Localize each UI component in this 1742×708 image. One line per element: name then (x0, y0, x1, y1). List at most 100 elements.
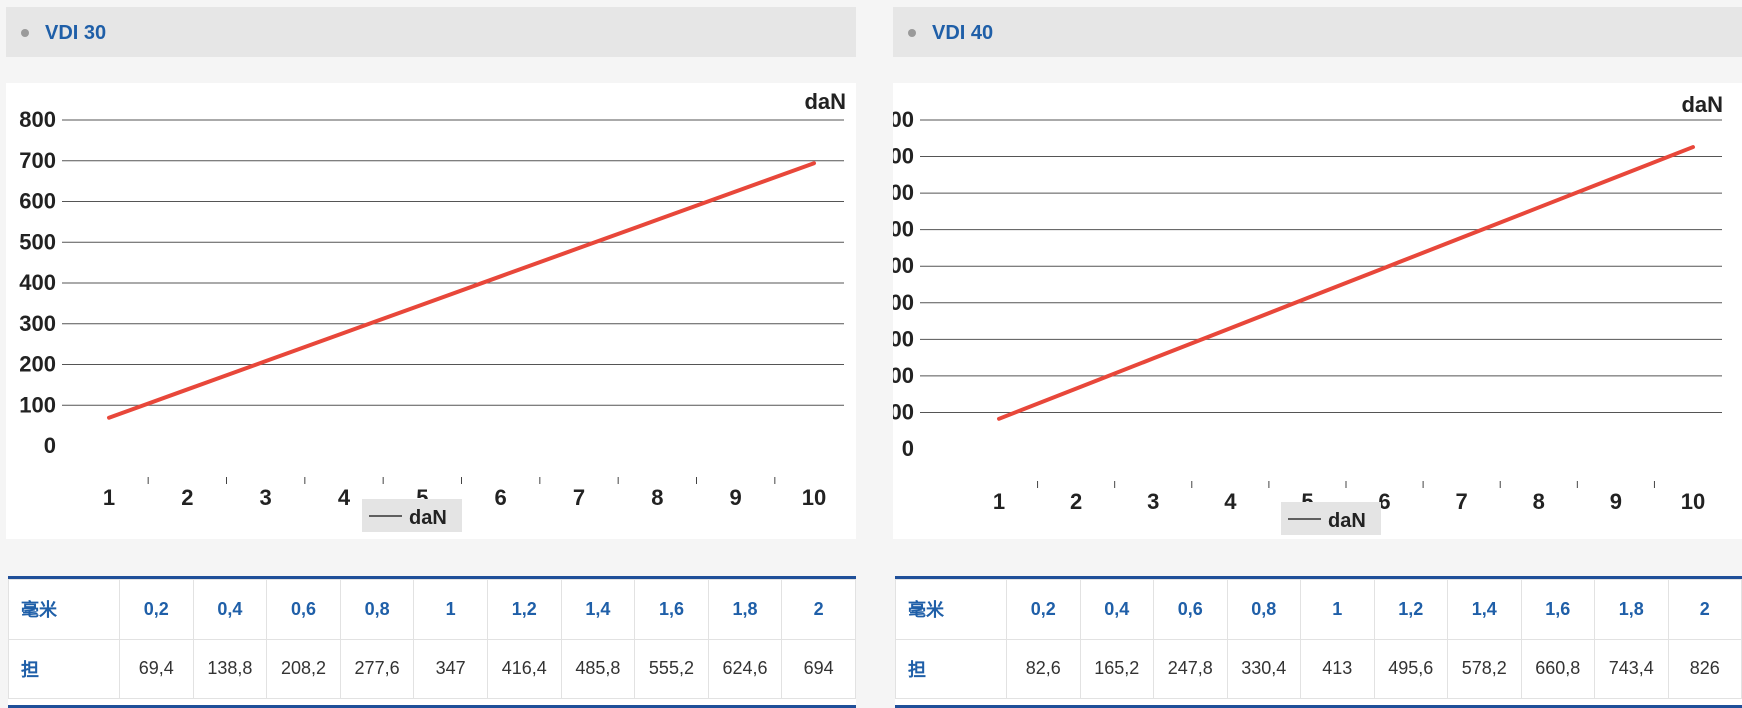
y-tick-label: 500 (893, 253, 914, 278)
table-cell: 485,8 (560, 638, 636, 699)
table-cell: 0,8 (339, 579, 415, 640)
y-tick-label: 800 (19, 107, 56, 132)
x-tick-label: 7 (1456, 489, 1468, 514)
y-tick-label: 200 (19, 352, 56, 377)
table-cell: 208,2 (266, 638, 341, 699)
table-cell: 1,8 (707, 579, 783, 640)
x-tick-label: 10 (802, 485, 826, 510)
y-tick-label: 600 (19, 189, 56, 214)
table-cell: 82,6 (1006, 638, 1081, 699)
table-cell: 694 (781, 638, 856, 699)
table-cell: 660,8 (1520, 638, 1595, 699)
y-tick-label: 700 (893, 180, 914, 205)
table-cell: 277,6 (339, 638, 415, 699)
y-tick-label: 400 (19, 270, 56, 295)
table-cell: 0,6 (266, 579, 341, 640)
row-label: 担 (895, 638, 1007, 699)
y-tick-label: 600 (893, 217, 914, 242)
table-cell: 2 (781, 579, 856, 640)
data-table: 毫米 0,2 0,4 0,6 0,8 1 1,2 1,4 1,6 1,8 2 担… (8, 576, 856, 708)
x-tick-label: 2 (181, 485, 193, 510)
y-unit-label: daN (804, 89, 846, 114)
row-label: 毫米 (8, 579, 120, 640)
x-tick-label: 8 (1533, 489, 1545, 514)
table-cell: 0,8 (1226, 579, 1301, 640)
x-tick-label: 4 (338, 485, 351, 510)
x-tick-label: 9 (1610, 489, 1622, 514)
table-row-mm: 毫米 0,2 0,4 0,6 0,8 1 1,2 1,4 1,6 1,8 2 (895, 579, 1742, 640)
table-cell: 624,6 (707, 638, 783, 699)
panel-header[interactable]: VDI 40 (893, 7, 1742, 57)
table-cell: 0,2 (1006, 579, 1081, 640)
chart-area: 0100200300400500600700800900daN123456789… (893, 83, 1742, 539)
x-tick-label: 1 (103, 485, 115, 510)
y-tick-label: 400 (893, 290, 914, 315)
table-cell: 0,4 (192, 579, 268, 640)
y-tick-label: 200 (893, 363, 914, 388)
table-cell: 247,8 (1153, 638, 1228, 699)
x-tick-label: 6 (495, 485, 507, 510)
table-cell: 1,2 (1373, 579, 1448, 640)
x-tick-label: 10 (1681, 489, 1705, 514)
table-cell: 578,2 (1447, 638, 1522, 699)
y-tick-label: 900 (893, 107, 914, 132)
x-tick-label: 2 (1070, 489, 1082, 514)
table-row-mm: 毫米 0,2 0,4 0,6 0,8 1 1,2 1,4 1,6 1,8 2 (8, 579, 856, 640)
table-row-dan: 担 69,4 138,8 208,2 277,6 347 416,4 485,8… (8, 638, 856, 699)
table-cell: 1,4 (1447, 579, 1522, 640)
y-tick-label: 300 (19, 311, 56, 336)
table-cell: 1 (1300, 579, 1375, 640)
table-cell: 1,4 (560, 579, 636, 640)
series-line (997, 145, 1695, 421)
table-cell: 138,8 (192, 638, 268, 699)
line-chart: 0100200300400500600700800900daN123456789… (893, 92, 1723, 535)
row-label: 毫米 (895, 579, 1007, 640)
table-cell: 1,2 (486, 579, 562, 640)
table-cell: 1,6 (1520, 579, 1595, 640)
table-cell: 555,2 (634, 638, 709, 699)
table-cell: 826 (1667, 638, 1742, 699)
table-cell: 1 (413, 579, 488, 640)
panel-title: VDI 30 (45, 22, 107, 44)
x-tick-label: 4 (1224, 489, 1237, 514)
legend-label: daN (1328, 510, 1366, 532)
table-cell: 495,6 (1373, 638, 1448, 699)
x-tick-label: 7 (573, 485, 585, 510)
y-tick-label: 300 (893, 326, 914, 351)
x-tick-label: 6 (1378, 489, 1390, 514)
y-tick-label: 800 (893, 144, 914, 169)
table-cell: 347 (413, 638, 488, 699)
x-tick-label: 3 (260, 485, 272, 510)
y-tick-label: 100 (19, 392, 56, 417)
chart-area: 0 100 200 300 400 500 600 700 800 daN 1 2 3 4 5 6 7 8 9 10 d… (6, 83, 856, 539)
row-label: 担 (8, 638, 120, 699)
y-tick-label: 700 (19, 148, 56, 173)
x-tick-label: 3 (1147, 489, 1159, 514)
legend-label: daN (409, 507, 447, 529)
table-cell: 743,4 (1594, 638, 1669, 699)
bullet-icon (21, 29, 29, 37)
x-tick-label: 8 (651, 485, 663, 510)
table-cell: 413 (1300, 638, 1375, 699)
panel-title: VDI 40 (932, 22, 994, 44)
x-tick-label: 1 (993, 489, 1005, 514)
table-cell: 0,4 (1079, 579, 1154, 640)
y-unit-label: daN (1681, 92, 1723, 117)
data-table: 毫米 0,2 0,4 0,6 0,8 1 1,2 1,4 1,6 1,8 2 担… (895, 576, 1742, 708)
table-cell: 1,8 (1594, 579, 1669, 640)
table-cell: 0,2 (119, 579, 194, 640)
bullet-icon (908, 29, 916, 37)
table-cell: 416,4 (486, 638, 562, 699)
table-cell: 69,4 (119, 638, 194, 699)
table-cell: 2 (1667, 579, 1742, 640)
panel-header[interactable]: VDI 30 (6, 7, 856, 57)
x-tick-label: 9 (730, 485, 742, 510)
series-line (107, 161, 816, 420)
y-tick-label: 0 (44, 433, 56, 458)
table-cell: 165,2 (1079, 638, 1154, 699)
table-cell: 330,4 (1226, 638, 1301, 699)
table-cell: 0,6 (1153, 579, 1228, 640)
y-tick-label: 500 (19, 229, 56, 254)
table-row-dan: 担 82,6 165,2 247,8 330,4 413 495,6 578,2… (895, 638, 1742, 699)
